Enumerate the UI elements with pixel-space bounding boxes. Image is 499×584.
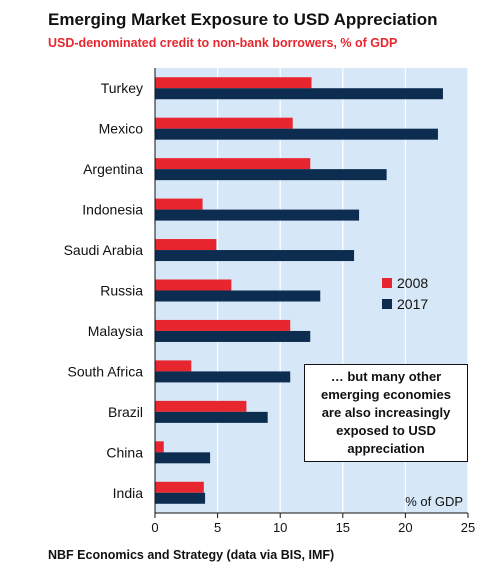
bar-2008 xyxy=(155,239,217,251)
bar-2008 xyxy=(155,77,312,89)
category-label: China xyxy=(106,444,143,460)
category-label: Russia xyxy=(100,283,143,299)
category-label: South Africa xyxy=(68,363,144,379)
bar-2017 xyxy=(155,330,311,342)
source-note: NBF Economics and Strategy (data via BIS… xyxy=(48,548,335,562)
tick-label: 20 xyxy=(398,520,412,535)
category-label: Brazil xyxy=(108,404,143,420)
bar-2017 xyxy=(155,88,443,100)
bar-2008 xyxy=(155,481,204,493)
bar-2017 xyxy=(155,128,438,140)
legend-label: 2008 xyxy=(397,275,428,291)
legend-swatch xyxy=(382,299,392,309)
chart-title: Emerging Market Exposure to USD Apprecia… xyxy=(48,10,438,29)
category-label: Indonesia xyxy=(82,202,143,218)
category-label: Mexico xyxy=(99,121,144,137)
annotation-box: … but many other emerging economies are … xyxy=(304,364,468,462)
legend-swatch xyxy=(382,278,392,288)
category-label: Malaysia xyxy=(88,323,143,339)
bar-2008 xyxy=(155,279,232,291)
bar-2017 xyxy=(155,209,360,221)
bar-2008 xyxy=(155,441,164,453)
chart-subtitle: USD-denominated credit to non-bank borro… xyxy=(48,36,398,50)
category-label: India xyxy=(113,485,144,501)
tick-label: 0 xyxy=(151,520,158,535)
bars xyxy=(155,77,443,504)
bar-2017 xyxy=(155,290,321,302)
bar-2017 xyxy=(155,250,355,262)
bar-2017 xyxy=(155,492,206,504)
tick-label: 15 xyxy=(336,520,350,535)
tick-label: 25 xyxy=(461,520,475,535)
bar-2008 xyxy=(155,400,247,412)
category-label: Turkey xyxy=(101,80,143,96)
legend: 2008 2017 xyxy=(382,275,428,312)
bar-2008 xyxy=(155,319,291,331)
category-label: Saudi Arabia xyxy=(64,242,144,258)
bar-2008 xyxy=(155,158,311,170)
category-label: Argentina xyxy=(83,161,143,177)
bar-2017 xyxy=(155,452,211,464)
x-axis-ticks: 0 5 10 15 20 25 xyxy=(151,68,475,535)
legend-label: 2017 xyxy=(397,296,428,312)
bar-2017 xyxy=(155,411,268,423)
bar-2008 xyxy=(155,198,203,210)
tick-label: 5 xyxy=(214,520,221,535)
bar-2008 xyxy=(155,117,293,129)
x-axis-unit-label: % of GDP xyxy=(405,494,463,509)
category-labels: Turkey Mexico Argentina Indonesia Saudi Arab… xyxy=(64,80,144,501)
bar-2017 xyxy=(155,371,291,383)
bar-2017 xyxy=(155,169,387,181)
tick-label: 10 xyxy=(273,520,287,535)
bar-2008 xyxy=(155,360,192,372)
